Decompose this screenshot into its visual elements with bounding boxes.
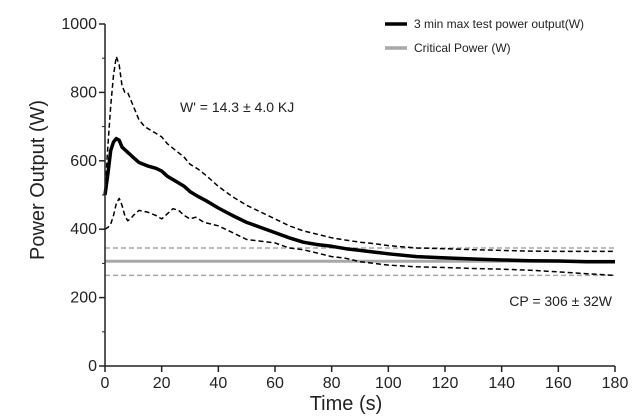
x-tick-label: 60 [266, 375, 284, 392]
x-tick-label: 120 [432, 375, 459, 392]
cp-annotation: CP = 306 ± 32W [509, 293, 613, 309]
series-power-output-line [103, 136, 615, 264]
y-axis-title: Power Output (W) [27, 100, 49, 260]
axes-layer [104, 24, 615, 367]
x-tick-label: 80 [323, 375, 341, 392]
x-tick-label: 160 [545, 375, 572, 392]
series-power-output-upper-band [104, 55, 615, 253]
x-axis-title: Time (s) [310, 393, 383, 415]
series-layer [103, 55, 616, 277]
x-tick-label: 100 [375, 375, 402, 392]
w-prime-annotation: W' = 14.3 ± 4.0 KJ [180, 99, 294, 115]
ticks-layer: 0 200 400 600 800 1000 0 20 40 60 80 100 120 140 160 18… [61, 16, 628, 392]
x-tick-label: 180 [602, 375, 629, 392]
x-tick-label: 40 [209, 375, 227, 392]
y-tick-label: 1000 [61, 16, 97, 33]
y-tick-label: 0 [88, 358, 97, 375]
y-tick-label: 600 [70, 153, 97, 170]
x-tick-label: 20 [153, 375, 171, 392]
y-tick-label: 400 [70, 221, 97, 238]
series-power-output-lower-band [104, 197, 616, 277]
legend: 3 min max test power output(W) Critical … [385, 17, 584, 55]
y-tick-label: 200 [70, 290, 97, 307]
legend-label-power-output: 3 min max test power output(W) [414, 17, 584, 31]
x-tick-label: 0 [101, 375, 110, 392]
x-tick-label: 140 [488, 375, 515, 392]
y-tick-label: 800 [70, 84, 97, 101]
legend-label-critical-power: Critical Power (W) [414, 41, 511, 55]
